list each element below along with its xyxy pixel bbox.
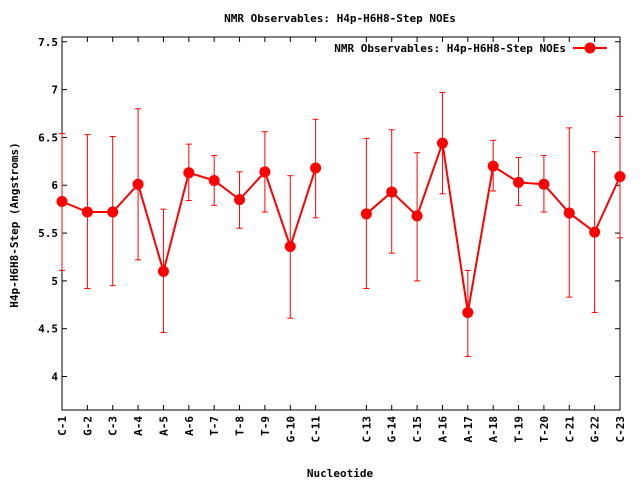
- x-tick-label: T-19: [513, 416, 526, 443]
- data-point: [614, 171, 626, 183]
- data-point: [411, 210, 423, 222]
- x-tick-label: G-14: [386, 416, 399, 443]
- x-tick-label: C-3: [107, 416, 120, 436]
- data-point: [360, 208, 372, 220]
- x-tick-label: G-22: [589, 416, 602, 443]
- x-tick-label: A-5: [157, 416, 170, 436]
- x-tick-label: A-16: [436, 416, 449, 443]
- x-tick-label: T-20: [538, 416, 551, 443]
- data-point: [183, 167, 195, 179]
- y-tick-label: 6: [51, 179, 58, 192]
- legend-marker: [584, 42, 596, 54]
- data-point: [132, 178, 144, 190]
- y-tick-label: 4.5: [38, 323, 58, 336]
- data-point: [208, 174, 220, 186]
- x-tick-label: A-17: [462, 416, 475, 443]
- data-point: [81, 206, 93, 218]
- x-tick-label: T-7: [208, 416, 221, 436]
- x-tick-label: C-23: [614, 416, 627, 443]
- x-tick-label: C-15: [411, 416, 424, 443]
- y-tick-label: 5.5: [38, 227, 58, 240]
- y-tick-label: 7: [51, 84, 58, 97]
- plot-frame: [61, 36, 621, 411]
- plot-area: [56, 91, 626, 357]
- y-tick-label: 4: [51, 371, 58, 384]
- data-point: [56, 196, 68, 208]
- x-tick-label: A-4: [132, 416, 145, 436]
- data-point: [487, 160, 499, 172]
- legend-label: NMR Observables: H4p-H6H8-Step NOEs: [334, 42, 566, 55]
- x-tick-label: G-10: [284, 416, 297, 443]
- x-tick-label: C-13: [360, 416, 373, 443]
- data-point: [462, 306, 474, 318]
- data-point: [284, 240, 296, 252]
- data-point: [538, 178, 550, 190]
- data-point: [589, 226, 601, 238]
- data-point: [107, 206, 119, 218]
- data-point: [513, 176, 525, 188]
- data-point: [386, 186, 398, 198]
- data-point: [259, 166, 271, 178]
- x-tick-label: C-11: [310, 416, 323, 443]
- x-tick-label: T-9: [259, 416, 272, 436]
- axes: 4 4.5 5 5.5 6 6.5 7 7.5 C-1 G-2 C-3 A-4 A-5 A-6 T-7 T-8…: [38, 36, 627, 443]
- y-axis-label: H4p-H6H8-Step (Angstroms): [8, 142, 21, 308]
- chart-title: NMR Observables: H4p-H6H8-Step NOEs: [224, 12, 456, 25]
- x-tick-label: T-8: [234, 416, 247, 436]
- data-point: [157, 265, 169, 277]
- x-tick-label: C-21: [563, 416, 576, 443]
- x-tick-label: C-1: [56, 416, 69, 436]
- x-tick-label: G-2: [81, 416, 94, 436]
- legend: NMR Observables: H4p-H6H8-Step NOEs: [334, 42, 607, 55]
- x-axis-label: Nucleotide: [307, 467, 374, 480]
- y-tick-label: 7.5: [38, 36, 58, 49]
- x-tick-label: A-6: [183, 416, 196, 436]
- data-point: [310, 162, 322, 174]
- x-tick-label: A-18: [487, 416, 500, 443]
- data-point: [436, 137, 448, 149]
- y-tick-label: 5: [51, 275, 58, 288]
- y-tick-label: 6.5: [38, 131, 58, 144]
- data-point: [563, 207, 575, 219]
- data-point: [234, 194, 246, 206]
